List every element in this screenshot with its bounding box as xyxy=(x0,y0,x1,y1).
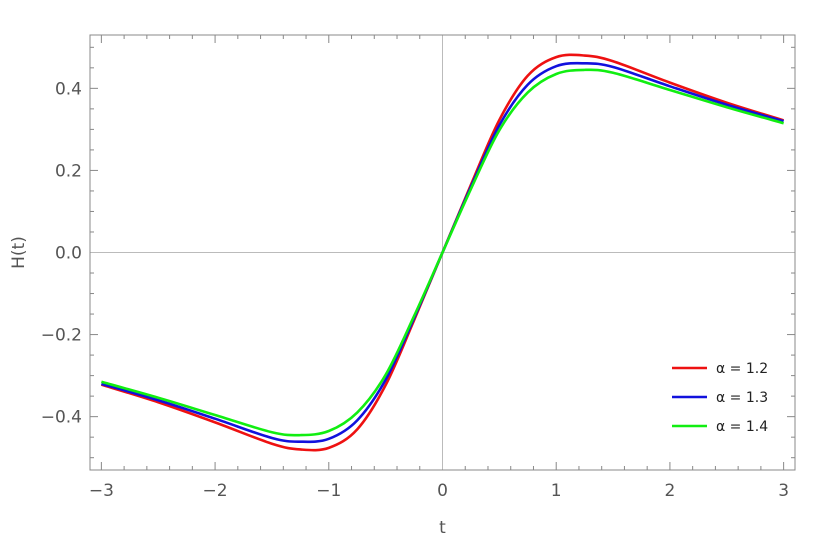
x-tick-label: −2 xyxy=(203,481,228,501)
legend-label-3: α = 1.4 xyxy=(716,419,768,435)
x-tick-label: 3 xyxy=(778,481,789,501)
x-tick-label: −1 xyxy=(316,481,341,501)
y-tick-label: −0.2 xyxy=(41,326,82,346)
legend: α = 1.2 α = 1.3 α = 1.4 xyxy=(672,361,768,435)
y-tick-label: 0.2 xyxy=(55,161,82,181)
x-tick-label: 1 xyxy=(551,481,562,501)
y-tick-label: 0.4 xyxy=(55,79,82,99)
x-tick-label: 0 xyxy=(437,481,448,501)
x-tick-label: −3 xyxy=(89,481,114,501)
series-group xyxy=(100,53,785,452)
plot-frame xyxy=(89,34,796,471)
y-axis-label: H(t) xyxy=(9,236,29,269)
y-tick-label: −0.4 xyxy=(41,408,82,428)
y-axis: −0.4 −0.2 0.0 0.2 0.4 xyxy=(41,46,795,459)
x-tick-label: 2 xyxy=(665,481,676,501)
y-tick-label: 0.0 xyxy=(55,244,82,264)
x-axis-label: t xyxy=(439,518,446,538)
x-axis: −3 −2 −1 0 1 2 3 xyxy=(89,35,789,501)
series-line-3 xyxy=(101,68,784,437)
legend-label-1: α = 1.2 xyxy=(716,361,768,377)
legend-label-2: α = 1.3 xyxy=(716,390,768,406)
